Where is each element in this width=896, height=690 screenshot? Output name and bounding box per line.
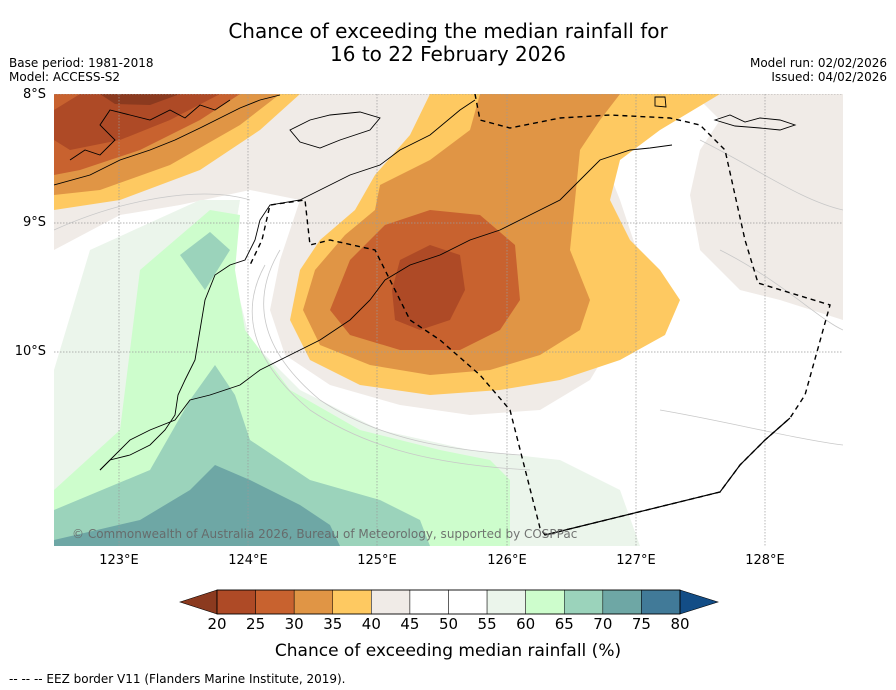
colorbar-tick-label: 70 bbox=[593, 615, 613, 633]
colorbar-tick-label: 50 bbox=[438, 615, 459, 633]
contour-below-20 bbox=[100, 94, 180, 105]
colorbar-tick-label: 40 bbox=[361, 615, 381, 633]
colorbar-cell bbox=[293, 589, 333, 615]
meta-left: Base period: 1981-2018 Model: ACCESS-S2 bbox=[9, 56, 154, 84]
meta-right: Model run: 02/02/2026 Issued: 04/02/2026 bbox=[750, 56, 887, 84]
lat-label-10s: 10°S bbox=[14, 344, 46, 359]
colorbar-cell bbox=[486, 589, 526, 615]
colorbar-cell bbox=[525, 589, 565, 615]
colorbar-tick-label: 65 bbox=[554, 615, 574, 633]
eez-footnote: -- -- -- EEZ border V11 (Flanders Marine… bbox=[9, 672, 346, 686]
model-name: Model: ACCESS-S2 bbox=[9, 70, 121, 84]
colorbar-tick-label: 75 bbox=[631, 615, 651, 633]
colorbar-cell bbox=[448, 589, 488, 615]
colorbar-tick-label: 20 bbox=[207, 615, 227, 633]
lat-label-9s: 9°S bbox=[22, 215, 46, 230]
map-area[interactable] bbox=[54, 94, 843, 546]
eez-solid-segment bbox=[544, 417, 791, 536]
lon-label-126e: 126°E bbox=[487, 553, 527, 568]
lon-label-127e: 127°E bbox=[616, 553, 656, 568]
coast-small-isles bbox=[654, 96, 797, 131]
colorbar-cell bbox=[409, 589, 449, 615]
copyright-credit: © Commonwealth of Australia 2026, Bureau… bbox=[72, 527, 578, 541]
coast-flores-alor bbox=[54, 94, 281, 186]
colorbar-tick-label: 35 bbox=[323, 615, 343, 633]
colorbar-arrow-left bbox=[179, 589, 218, 615]
title-line-1: Chance of exceeding the median rainfall … bbox=[228, 19, 668, 43]
coastlines bbox=[54, 94, 797, 471]
coast-north-islands bbox=[69, 99, 231, 161]
colorbar-tick-label: 25 bbox=[246, 615, 266, 633]
chart-title: Chance of exceeding the median rainfall … bbox=[0, 20, 896, 66]
colorbar bbox=[179, 589, 719, 615]
contour-20-25-b bbox=[392, 245, 465, 330]
title-line-2: 16 to 22 February 2026 bbox=[330, 42, 566, 66]
lon-label-124e: 124°E bbox=[228, 553, 268, 568]
colorbar-tick-label: 55 bbox=[477, 615, 497, 633]
contour-20-25 bbox=[54, 94, 220, 150]
lat-label-8s: 8°S bbox=[22, 87, 46, 102]
colorbar-cell bbox=[564, 589, 604, 615]
lon-label-128e: 128°E bbox=[745, 553, 785, 568]
colorbar-tick-label: 30 bbox=[284, 615, 304, 633]
colorbar-cell bbox=[602, 589, 642, 615]
coast-timor-north bbox=[99, 144, 673, 471]
colorbar-arrow-right bbox=[679, 589, 719, 615]
thin-contours bbox=[54, 139, 843, 471]
colorbar-tick-label: 60 bbox=[516, 615, 536, 633]
contour-65-70-b bbox=[180, 232, 230, 290]
colorbar-frame bbox=[216, 589, 681, 615]
colorbar-cell bbox=[641, 589, 681, 615]
lon-label-123e: 123°E bbox=[99, 553, 139, 568]
colorbar-cell bbox=[332, 589, 372, 615]
colorbar-title: Chance of exceeding median rainfall (%) bbox=[274, 641, 622, 661]
contour-70-75 bbox=[54, 465, 340, 546]
colorbar-cell bbox=[255, 589, 295, 615]
model-run: Model run: 02/02/2026 bbox=[749, 56, 887, 70]
gridlines bbox=[54, 94, 843, 546]
colorbar-tick-label: 45 bbox=[400, 615, 420, 633]
colorbar-cell bbox=[216, 589, 256, 615]
colorbar-cells bbox=[216, 589, 681, 615]
base-period: Base period: 1981-2018 bbox=[9, 56, 154, 70]
contour-65-70 bbox=[54, 365, 430, 546]
colorbar-tick-label: 80 bbox=[670, 615, 690, 633]
lon-label-125e: 125°E bbox=[357, 553, 397, 568]
coast-wetar bbox=[289, 111, 381, 149]
issued-date: Issued: 04/02/2026 bbox=[771, 70, 887, 84]
colorbar-cell bbox=[371, 589, 411, 615]
coast-timor-south bbox=[99, 99, 476, 471]
